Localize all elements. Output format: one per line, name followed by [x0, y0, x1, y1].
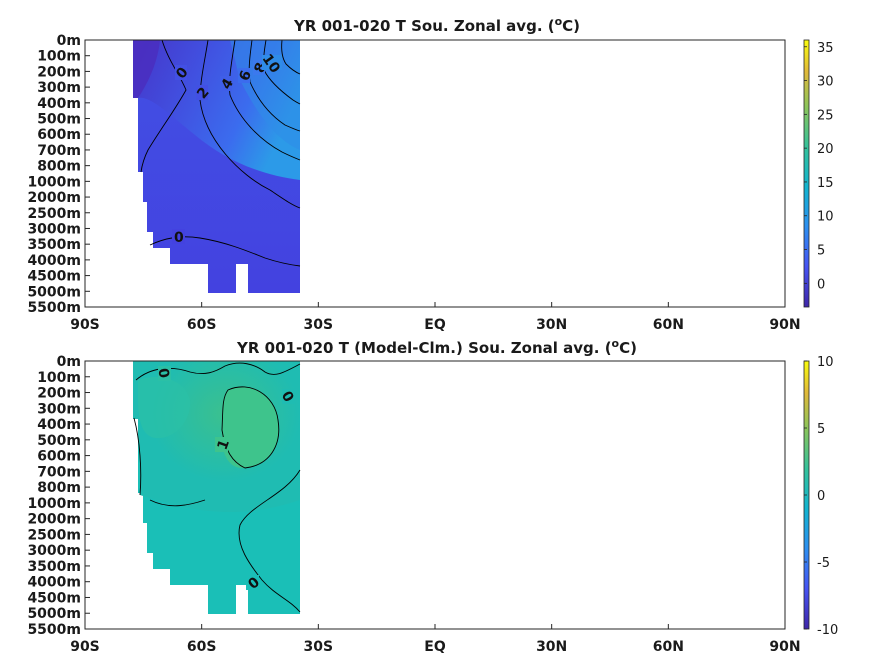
panel-2-y-tick-label: 0m: [57, 354, 81, 370]
panel-1-field: [133, 40, 300, 293]
panel-2-colorbar-tick-label: 10: [817, 355, 834, 370]
panel-1-colorbar-tick-label: 15: [817, 176, 834, 191]
panel-1-colorbar-tick-label: 0: [817, 277, 825, 292]
panel-2-colorbar-ticks: 10 5 0 -5 -10: [804, 355, 838, 638]
panel-1-y-tick-label: 500m: [37, 112, 81, 128]
panel-1-x-tick-label: 90S: [70, 317, 100, 333]
panel-2-y-tick-label: 500m: [37, 433, 81, 449]
panel-1-x-tick-label: 30N: [536, 317, 567, 333]
panel-2-y-tick-label: 1000m: [27, 496, 81, 512]
panel-1-y-tick-label: 600m: [37, 127, 81, 143]
panel-1-y-tick-label: 100m: [37, 49, 81, 65]
panel-2-colorbar-tick-label: 0: [817, 489, 825, 504]
panel-1-contour-0-upper: [140, 39, 187, 173]
panel-1-x-tick-label: 60S: [187, 317, 217, 333]
panel-1-contour-2: [199, 39, 301, 209]
panel-1-y-tick-label: 800m: [37, 159, 81, 175]
panel-1-colorbar-tick-label: 20: [817, 142, 834, 157]
panel-2-x-tick-label: 60N: [653, 639, 684, 655]
panel-2-y-tick-label: 2500m: [27, 527, 81, 543]
panel-2-contour-0-top: [135, 362, 301, 381]
panel-1-y-tick-label: 4000m: [27, 253, 81, 269]
panel-2-y-tick-label: 400m: [37, 417, 81, 433]
panel-1-x-tick-label: 30S: [304, 317, 334, 333]
panel-2-contours: [133, 362, 301, 613]
panel-1-y-tick-label: 5500m: [27, 300, 81, 316]
panel-2-contour-label: 0: [154, 367, 171, 380]
panel-1-cold-field: [133, 40, 160, 98]
panel-2-contour-0-mid: [149, 499, 206, 507]
panel-2-colorbar-tick-label: 5: [817, 422, 825, 437]
panel-1-colorbar-tick-label: 10: [817, 210, 834, 225]
panel-2-contour-0-deep: [238, 469, 301, 613]
panel-2-y-tick-label: 3500m: [27, 559, 81, 575]
panel-2-x-tick-label: 90N: [769, 639, 800, 655]
panel-2-y-tick-label: 800m: [37, 480, 81, 496]
panel-2-x-tick-label: 90S: [70, 639, 100, 655]
panel-2-y-tick-label: 300m: [37, 401, 81, 417]
panel-2-x-tick-label: 30S: [304, 639, 334, 655]
panel-1-colorbar-tick-label: 30: [817, 75, 834, 90]
panel-2-y-tick-label: 600m: [37, 449, 81, 465]
panel-2-contour-0-left: [133, 417, 142, 496]
panel-2-y-tick-label: 3000m: [27, 543, 81, 559]
panel-2-colorbar-tick-label: -10: [817, 623, 838, 638]
panel-1-y-tick-label: 0m: [57, 33, 81, 49]
panel-1-contour-4: [229, 39, 301, 161]
panel-2-title: YR 001-020 T (Model-Clm.) Sou. Zonal avg…: [236, 337, 637, 357]
panel-1: YR 001-020 T Sou. Zonal avg. (oC) 0 2 4: [27, 15, 833, 333]
panel-1-contour-6: [248, 39, 301, 132]
panel-2-y-tick-label: 700m: [37, 464, 81, 480]
panel-2-warm-core: [221, 386, 279, 469]
panel-1-colorbar-tick-label: 25: [817, 108, 834, 123]
panel-2-y-tick-label: 2000m: [27, 512, 81, 528]
panel-1-contour-label: 0: [174, 230, 184, 246]
panel-2: YR 001-020 T (Model-Clm.) Sou. Zonal avg…: [27, 337, 838, 655]
panel-1-warm-field: [230, 40, 300, 150]
panel-1-ticks: 90S 60S 30S EQ 30N 60N 90N0m100m200m300m400m50…: [27, 33, 800, 333]
panel-2-y-tick-label: 200m: [37, 386, 81, 402]
panel-1-y-tick-label: 4500m: [27, 269, 81, 285]
panel-2-colorbar-tick-label: -5: [817, 556, 830, 571]
panel-2-field: [133, 361, 300, 614]
panel-2-x-tick-label: 30N: [536, 639, 567, 655]
panel-1-y-tick-label: 2500m: [27, 206, 81, 222]
panel-2-x-tick-label: EQ: [424, 639, 446, 655]
panel-1-colorbar-tick-label: 5: [817, 244, 825, 259]
panel-2-y-tick-label: 4500m: [27, 590, 81, 606]
panel-2-y-tick-label: 5000m: [27, 606, 81, 622]
panel-1-colorbar: [803, 39, 810, 308]
panel-2-y-tick-label: 100m: [37, 370, 81, 386]
panel-2-y-tick-label: 5500m: [27, 622, 81, 638]
panel-2-y-tick-label: 4000m: [27, 575, 81, 591]
panel-1-y-tick-label: 1000m: [27, 174, 81, 190]
panel-1-y-tick-label: 2000m: [27, 190, 81, 206]
panel-1-y-tick-label: 700m: [37, 143, 81, 159]
panel-1-y-tick-label: 3000m: [27, 221, 81, 237]
panel-1-y-tick-label: 400m: [37, 96, 81, 112]
panel-1-y-tick-label: 5000m: [27, 284, 81, 300]
panel-2-ticks: 90S 60S 30S EQ 30N 60N 90N0m100m200m300m400m50…: [27, 354, 800, 655]
panel-1-contour-10: [281, 39, 301, 75]
panel-1-title: YR 001-020 T Sou. Zonal avg. (oC): [293, 15, 580, 35]
panel-1-x-tick-label: 60N: [653, 317, 684, 333]
panel-2-contour-1: [221, 386, 280, 469]
panel-1-y-tick-label: 3500m: [27, 237, 81, 253]
panel-2-mid-field: [138, 376, 191, 439]
panel-2-x-tick-label: 60S: [187, 639, 217, 655]
panel-1-x-tick-label: EQ: [424, 317, 446, 333]
panel-1-y-tick-label: 300m: [37, 80, 81, 96]
panel-1-colorbar-tick-label: 35: [817, 41, 834, 56]
panel-1-colorbar-ticks: 35 30 25 20 15 10 5 0: [804, 41, 834, 292]
panel-1-x-tick-label: 90N: [769, 317, 800, 333]
panel-1-y-tick-label: 200m: [37, 64, 81, 80]
